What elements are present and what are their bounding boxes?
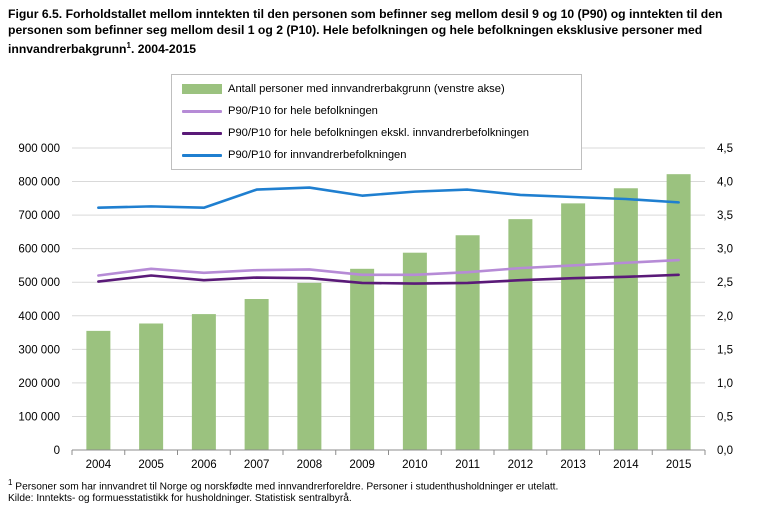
bar xyxy=(508,219,533,450)
legend-item-hele: P90/P10 for hele befolkningen xyxy=(182,101,378,121)
y-left-tick-label: 600 000 xyxy=(18,244,60,256)
legend-swatch-innv xyxy=(182,153,222,157)
footnote: 1 Personer som har innvandret til Norge … xyxy=(8,478,559,493)
legend-swatch-hele xyxy=(182,109,222,113)
axes: 0 0,0 100 000 0,5 200 000 1,0 300 000 1,5 400 00… xyxy=(18,143,733,471)
y-right-tick-label: 4,0 xyxy=(717,177,733,189)
bar xyxy=(561,203,586,450)
x-tick-label: 2011 xyxy=(455,459,480,471)
y-right-tick-label: 1,5 xyxy=(717,344,733,356)
legend-item-bar: Antall personer med innvandrerbakgrunn (… xyxy=(182,79,505,99)
y-right-tick-label: 2,0 xyxy=(717,311,733,323)
bar xyxy=(244,299,269,450)
y-left-tick-label: 200 000 xyxy=(18,378,60,390)
x-tick-label: 2007 xyxy=(244,459,270,471)
x-tick-label: 2006 xyxy=(191,459,217,471)
x-tick-label: 2015 xyxy=(666,459,692,471)
y-left-tick-label: 400 000 xyxy=(18,311,60,323)
x-tick-label: 2009 xyxy=(349,459,375,471)
y-right-tick-label: 0,0 xyxy=(717,445,733,457)
line-hele-befolkningen xyxy=(97,258,680,277)
legend-label-innv: P90/P10 for innvandrerbefolkningen xyxy=(228,149,407,161)
x-tick-label: 2005 xyxy=(138,459,164,471)
line-series xyxy=(97,186,680,285)
bar-series xyxy=(86,174,691,450)
legend-label-hele: P90/P10 for hele befolkningen xyxy=(228,105,378,117)
bar xyxy=(455,235,480,450)
gridlines xyxy=(72,147,705,417)
bar xyxy=(666,174,691,450)
bar xyxy=(191,314,216,450)
y-left-tick-label: 0 xyxy=(54,445,60,457)
line-innvandrerbefolkningen xyxy=(97,186,680,210)
bar xyxy=(86,330,111,450)
legend-label-ekskl: P90/P10 for hele befolkningen ekskl. inn… xyxy=(228,127,530,139)
bar xyxy=(613,188,638,450)
x-tick-label: 2014 xyxy=(613,459,639,471)
legend-swatch-ekskl xyxy=(182,131,222,135)
bar xyxy=(350,268,375,450)
y-right-tick-label: 0,5 xyxy=(717,411,733,423)
y-right-tick-label: 1,0 xyxy=(717,378,733,390)
legend-swatch-bar xyxy=(182,84,222,94)
y-left-tick-label: 300 000 xyxy=(18,344,60,356)
x-tick-label: 2010 xyxy=(402,459,428,471)
y-left-tick-label: 900 000 xyxy=(18,143,60,155)
y-left-tick-label: 100 000 xyxy=(18,411,60,423)
source-note: Kilde: Inntekts- og formuesstatistikk fo… xyxy=(8,493,352,504)
x-tick-label: 2008 xyxy=(297,459,323,471)
line-ekskl-innvandrer xyxy=(97,273,680,285)
x-tick-label: 2012 xyxy=(508,459,534,471)
y-left-tick-label: 700 000 xyxy=(18,210,60,222)
y-right-tick-label: 3,5 xyxy=(717,210,733,222)
bar xyxy=(402,252,427,450)
x-tick-label: 2004 xyxy=(86,459,112,471)
y-right-tick-label: 4,5 xyxy=(717,143,733,155)
legend-item-innv: P90/P10 for innvandrerbefolkningen xyxy=(182,145,407,165)
legend-label-bar: Antall personer med innvandrerbakgrunn (… xyxy=(228,83,505,95)
legend-item-ekskl: P90/P10 for hele befolkningen ekskl. inn… xyxy=(182,123,529,143)
y-right-tick-label: 2,5 xyxy=(717,277,733,289)
bar xyxy=(297,282,322,450)
x-tick-label: 2013 xyxy=(560,459,586,471)
legend: Antall personer med innvandrerbakgrunn (… xyxy=(171,74,582,170)
y-right-tick-label: 3,0 xyxy=(717,244,733,256)
y-left-tick-label: 800 000 xyxy=(18,177,60,189)
y-left-tick-label: 500 000 xyxy=(18,277,60,289)
chart-title: Figur 6.5. Forholdstallet mellom inntekt… xyxy=(8,7,723,57)
bar xyxy=(139,323,164,450)
